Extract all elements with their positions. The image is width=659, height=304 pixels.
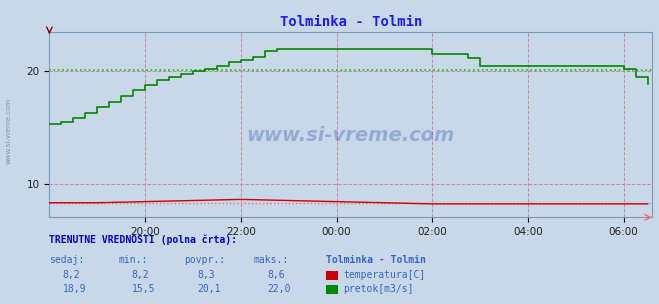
Text: min.:: min.: — [119, 255, 148, 265]
Title: Tolminka - Tolmin: Tolminka - Tolmin — [279, 16, 422, 29]
Text: 8,6: 8,6 — [267, 270, 285, 280]
Text: 8,2: 8,2 — [63, 270, 80, 280]
Text: 15,5: 15,5 — [132, 285, 156, 295]
Text: 22,0: 22,0 — [267, 285, 291, 295]
Text: 8,2: 8,2 — [132, 270, 150, 280]
Text: povpr.:: povpr.: — [185, 255, 225, 265]
Text: 8,3: 8,3 — [198, 270, 215, 280]
Text: TRENUTNE VREDNOSTI (polna črta):: TRENUTNE VREDNOSTI (polna črta): — [49, 235, 237, 245]
Text: pretok[m3/s]: pretok[m3/s] — [343, 285, 414, 295]
Text: www.si-vreme.com: www.si-vreme.com — [246, 126, 455, 145]
Text: temperatura[C]: temperatura[C] — [343, 270, 426, 280]
Text: sedaj:: sedaj: — [49, 255, 84, 265]
Text: maks.:: maks.: — [254, 255, 289, 265]
Text: Tolminka - Tolmin: Tolminka - Tolmin — [326, 255, 426, 265]
Text: 20,1: 20,1 — [198, 285, 221, 295]
Text: 18,9: 18,9 — [63, 285, 86, 295]
Text: www.si-vreme.com: www.si-vreme.com — [5, 98, 12, 164]
